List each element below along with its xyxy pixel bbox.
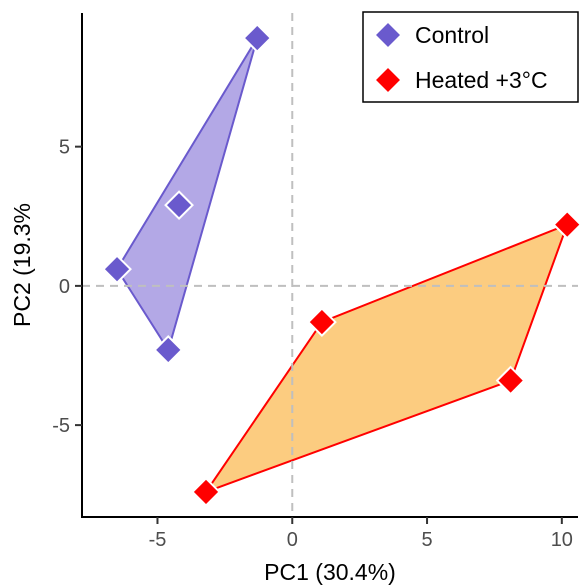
x-tick-label: 5 — [421, 529, 432, 551]
hulls-layer — [115, 37, 569, 494]
x-tick-label: -5 — [149, 529, 167, 551]
point-control — [164, 190, 194, 221]
point-heated-3-c — [552, 209, 582, 240]
point-control — [102, 254, 132, 285]
legend-key-heated-3-c — [373, 65, 403, 95]
tick-labels: -5 0 5 10 -5 0 5 — [52, 137, 573, 551]
point-heated-3-c — [495, 365, 526, 396]
hull-heated-3-c — [203, 222, 569, 494]
y-tick-label: 0 — [59, 276, 70, 298]
hull-control — [115, 37, 259, 353]
point-heated-3-c — [306, 307, 337, 337]
point-control — [242, 23, 273, 53]
legend-key-control — [373, 20, 403, 50]
y-axis-title: PC2 (19.3% — [9, 203, 35, 327]
x-tick-label: 10 — [551, 529, 573, 551]
axes — [81, 13, 578, 518]
legend: Control Heated +3°C — [362, 11, 579, 103]
point-heated-3-c — [191, 477, 221, 507]
reference-lines — [82, 13, 578, 517]
point-control — [153, 335, 184, 365]
legend-label-control: Control — [415, 22, 489, 48]
x-axis-title: PC1 (30.4%) — [264, 559, 396, 585]
y-tick-label: 5 — [59, 137, 70, 159]
points-layer — [102, 23, 582, 507]
legend-box — [362, 11, 579, 103]
y-tick-label: -5 — [52, 415, 70, 437]
x-tick-label: 0 — [287, 529, 298, 551]
legend-label-heated-3-c: Heated +3°C — [415, 67, 548, 93]
